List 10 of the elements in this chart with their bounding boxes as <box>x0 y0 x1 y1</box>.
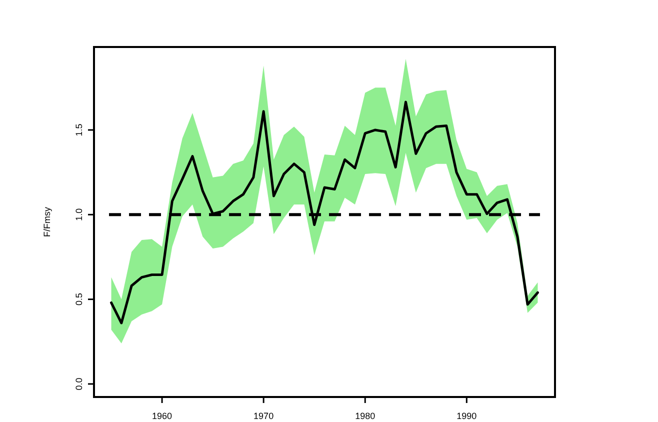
x-tick-label: 1970 <box>254 411 274 421</box>
y-tick-label: 1.0 <box>74 208 84 221</box>
line-series <box>110 100 539 324</box>
y-tick-label: 0.0 <box>74 378 84 390</box>
y-tick-label: 1.5 <box>74 124 84 136</box>
x-tick-label: 1990 <box>456 411 477 421</box>
x-tick-label: 1960 <box>152 411 172 421</box>
y-tick-label: 0.5 <box>74 293 84 306</box>
x-tick-label: 1980 <box>355 411 376 421</box>
y-axis-title: F/Fmsy <box>42 206 52 237</box>
